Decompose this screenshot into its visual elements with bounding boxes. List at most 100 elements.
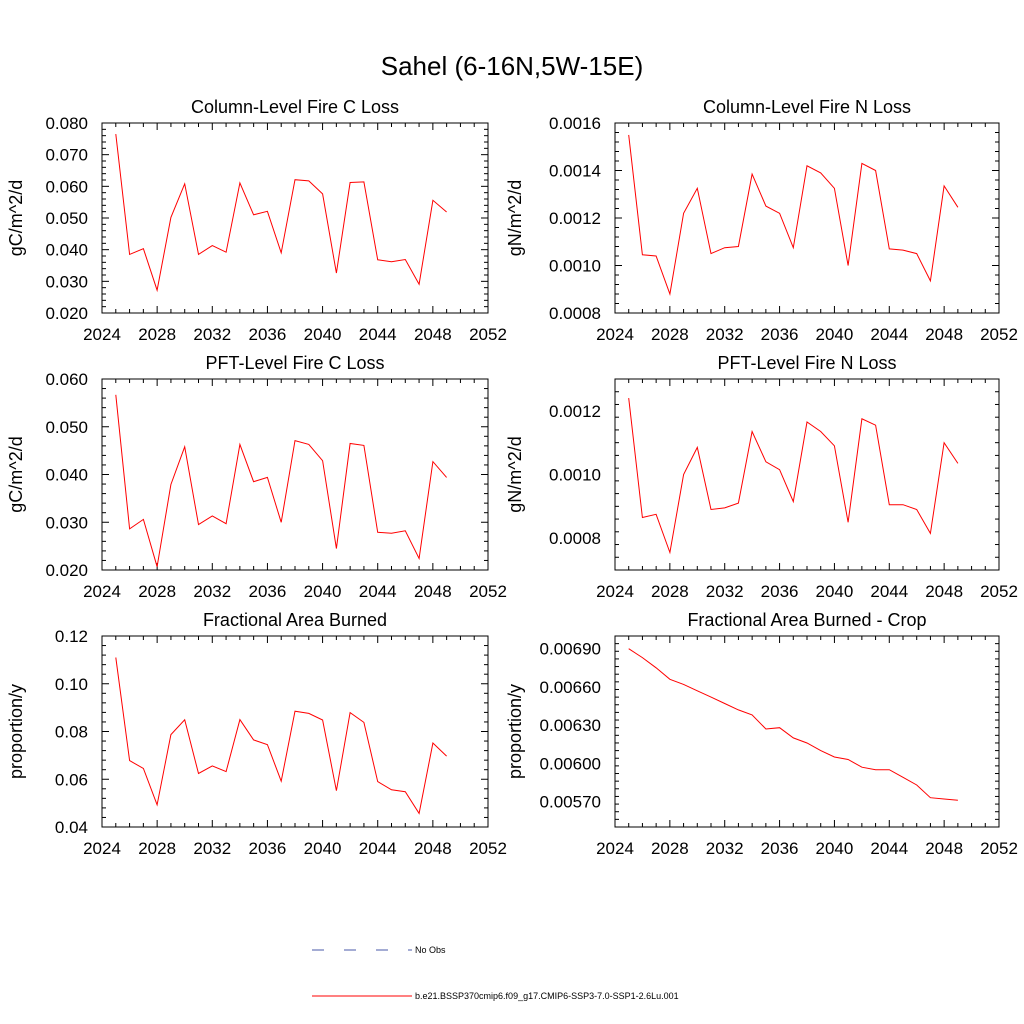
y-tick-label: 0.040 (45, 466, 88, 485)
y-tick-label: 0.020 (45, 304, 88, 323)
x-tick-label: 2032 (706, 839, 744, 858)
y-tick-label: 0.12 (55, 627, 88, 646)
x-tick-label: 2044 (870, 582, 908, 601)
y-axis-label: gN/m^2/d (505, 436, 525, 512)
y-tick-label: 0.030 (45, 513, 88, 532)
x-tick-label: 2048 (925, 325, 963, 344)
legend-label: b.e21.BSSP370cmip6.f09_g17.CMIP6-SSP3-7.… (415, 991, 679, 1001)
x-tick-label: 2028 (138, 325, 176, 344)
x-tick-label: 2044 (359, 325, 397, 344)
x-tick-label: 2032 (193, 839, 231, 858)
x-tick-label: 2028 (138, 582, 176, 601)
y-tick-label: 0.040 (45, 241, 88, 260)
y-tick-label: 0.0008 (549, 304, 601, 323)
chart-panel: 2024 2028 2032 2036 2040 2044 2048 2052 0.0008 0.… (505, 353, 1018, 601)
y-tick-label: 0.0010 (549, 466, 601, 485)
figure-title: Sahel (6-16N,5W-15E) (381, 51, 644, 81)
x-tick-label: 2032 (193, 582, 231, 601)
y-tick-label: 0.0014 (549, 162, 601, 181)
x-tick-label: 2032 (706, 582, 744, 601)
x-tick-label: 2052 (980, 325, 1018, 344)
panel-title: PFT-Level Fire N Loss (717, 353, 896, 373)
x-tick-label: 2044 (870, 325, 908, 344)
y-tick-label: 0.070 (45, 146, 88, 165)
x-tick-label: 2044 (870, 839, 908, 858)
x-tick-label: 2048 (925, 839, 963, 858)
x-tick-label: 2040 (304, 839, 342, 858)
x-tick-label: 2036 (249, 582, 287, 601)
x-tick-label: 2048 (414, 325, 452, 344)
y-tick-label: 0.020 (45, 561, 88, 580)
plot-frame (614, 378, 1000, 571)
series-line (115, 657, 447, 815)
y-tick-label: 0.060 (45, 177, 88, 196)
y-tick-label: 0.04 (55, 818, 88, 837)
x-tick-label: 2024 (83, 325, 121, 344)
y-tick-label: 0.00630 (540, 716, 601, 735)
chart-panel: 2024 2028 2032 2036 2040 2044 2048 2052 0.020 0.0… (6, 353, 507, 601)
y-tick-label: 0.050 (45, 209, 88, 228)
x-tick-label: 2024 (83, 839, 121, 858)
legend: No Obs b.e21.BSSP370cmip6.f09_g17.CMIP6-S… (312, 945, 679, 1001)
x-tick-label: 2040 (304, 582, 342, 601)
x-tick-label: 2052 (469, 582, 507, 601)
chart-panel: 2024 2028 2032 2036 2040 2044 2048 2052 0.0008 0.… (505, 97, 1018, 344)
x-tick-label: 2044 (359, 839, 397, 858)
y-tick-label: 0.08 (55, 723, 88, 742)
panel-title: Fractional Area Burned (203, 610, 387, 630)
series-line (115, 394, 447, 567)
x-tick-label: 2052 (469, 325, 507, 344)
x-tick-label: 2048 (414, 582, 452, 601)
x-tick-label: 2040 (816, 582, 854, 601)
chart-panels: 2024 2028 2032 2036 2040 2044 2048 2052 0.020 0.0… (6, 97, 1018, 858)
series-line (628, 648, 958, 801)
y-axis-label: gN/m^2/d (505, 180, 525, 256)
y-tick-label: 0.0010 (549, 257, 601, 276)
x-tick-label: 2036 (761, 839, 799, 858)
x-tick-label: 2052 (980, 839, 1018, 858)
y-axis-label: gC/m^2/d (6, 180, 26, 256)
x-tick-label: 2024 (596, 325, 634, 344)
x-tick-label: 2036 (249, 325, 287, 344)
series-line (628, 134, 959, 296)
chart-panel: 2024 2028 2032 2036 2040 2044 2048 2052 0.04 0.06… (6, 610, 507, 858)
x-tick-label: 2044 (359, 582, 397, 601)
x-tick-label: 2040 (304, 325, 342, 344)
y-axis-label: proportion/y (6, 684, 26, 779)
panel-title: Column-Level Fire N Loss (703, 97, 911, 117)
y-tick-label: 0.00660 (540, 678, 601, 697)
x-tick-label: 2040 (816, 325, 854, 344)
y-tick-label: 0.0012 (549, 209, 601, 228)
panel-title: PFT-Level Fire C Loss (205, 353, 384, 373)
y-tick-label: 0.06 (55, 770, 88, 789)
plot-frame (101, 635, 489, 828)
panel-title: Column-Level Fire C Loss (191, 97, 399, 117)
y-axis-label: proportion/y (505, 684, 525, 779)
x-tick-label: 2028 (651, 582, 689, 601)
x-tick-label: 2036 (761, 582, 799, 601)
panel-title: Fractional Area Burned - Crop (687, 610, 926, 630)
y-tick-label: 0.00690 (540, 640, 601, 659)
series-line (628, 398, 959, 555)
x-tick-label: 2036 (761, 325, 799, 344)
x-tick-label: 2048 (925, 582, 963, 601)
x-tick-label: 2024 (83, 582, 121, 601)
x-tick-label: 2024 (596, 839, 634, 858)
x-tick-label: 2028 (651, 325, 689, 344)
y-tick-label: 0.030 (45, 272, 88, 291)
x-tick-label: 2036 (249, 839, 287, 858)
y-axis-label: gC/m^2/d (6, 436, 26, 512)
x-tick-label: 2052 (469, 839, 507, 858)
y-tick-label: 0.0016 (549, 114, 601, 133)
x-tick-label: 2032 (706, 325, 744, 344)
y-tick-label: 0.00600 (540, 754, 601, 773)
plot-frame (614, 122, 1000, 314)
y-tick-label: 0.00570 (540, 793, 601, 812)
x-tick-label: 2052 (980, 582, 1018, 601)
x-tick-label: 2032 (193, 325, 231, 344)
y-tick-label: 0.050 (45, 418, 88, 437)
y-tick-label: 0.10 (55, 675, 88, 694)
legend-label: No Obs (415, 945, 446, 955)
chart-panel: 2024 2028 2032 2036 2040 2044 2048 2052 0.00570 0… (505, 610, 1018, 858)
